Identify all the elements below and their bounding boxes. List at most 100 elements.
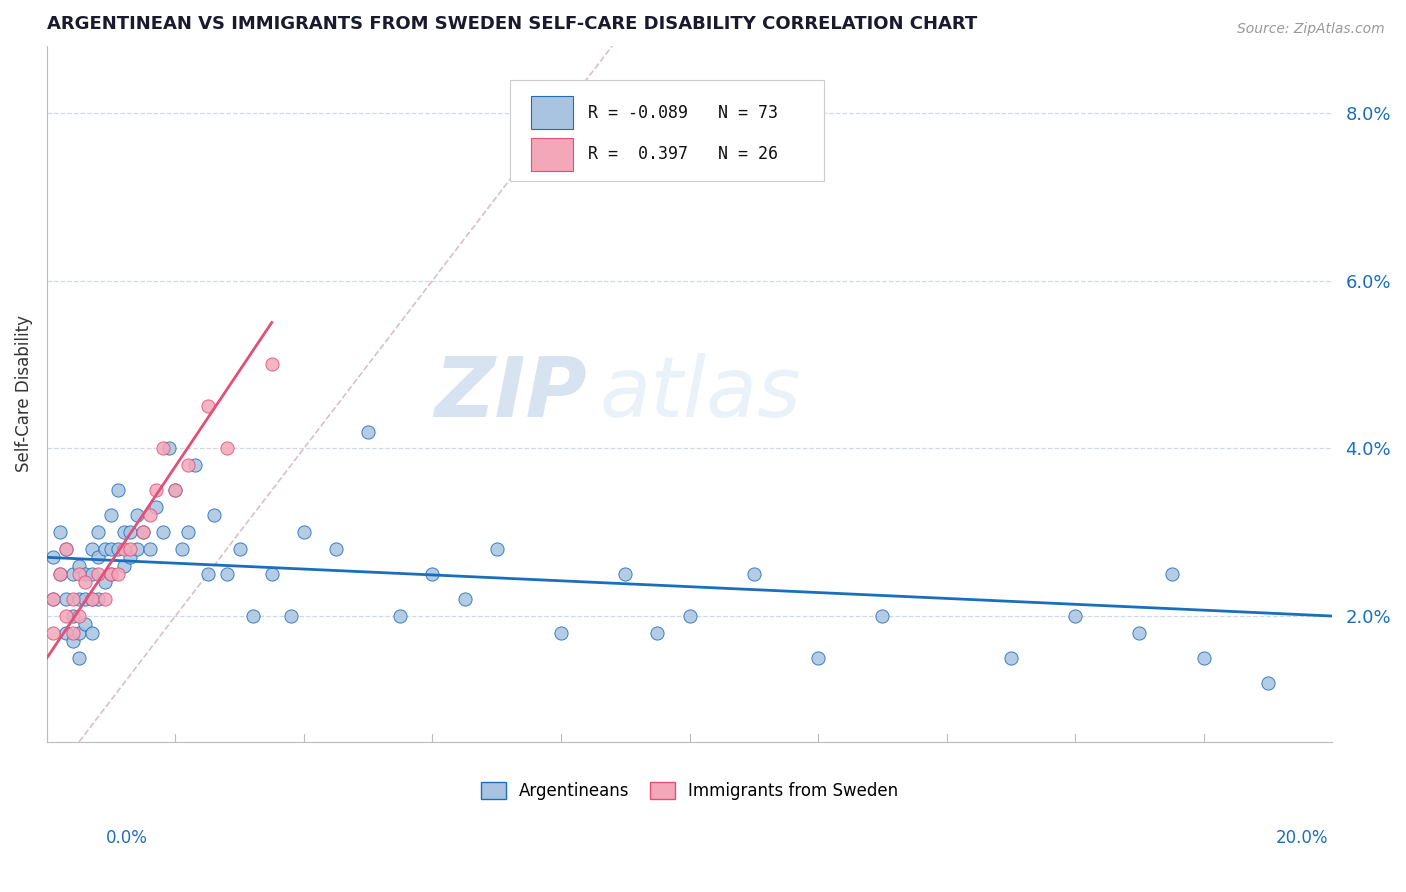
Point: [55, 541, 77, 556]
Point: [67, 558, 90, 573]
Point: [177, 525, 200, 540]
Point: [80, 567, 103, 582]
Point: [357, 425, 380, 439]
Point: [215, 442, 238, 456]
Point: [67, 609, 90, 624]
Point: [125, 508, 148, 523]
Y-axis label: Self-Care Disability: Self-Care Disability: [15, 315, 32, 472]
Point: [112, 525, 135, 540]
Point: [228, 541, 250, 556]
Point: [1160, 567, 1182, 582]
Point: [42, 592, 65, 607]
Point: [292, 525, 315, 540]
Text: atlas: atlas: [599, 353, 801, 434]
Point: [165, 483, 187, 498]
Point: [100, 541, 122, 556]
Point: [87, 567, 110, 582]
Point: [120, 541, 142, 556]
Point: [1000, 651, 1022, 665]
Point: [112, 541, 135, 556]
FancyBboxPatch shape: [531, 95, 572, 129]
Point: [87, 592, 110, 607]
Point: [550, 625, 572, 640]
FancyBboxPatch shape: [509, 80, 824, 181]
Point: [93, 575, 115, 590]
Point: [100, 567, 122, 582]
Point: [453, 592, 475, 607]
Point: [389, 609, 412, 624]
Point: [48, 567, 70, 582]
Point: [62, 625, 84, 640]
Text: R =  0.397   N = 26: R = 0.397 N = 26: [588, 145, 778, 163]
Point: [42, 550, 65, 565]
Point: [80, 592, 103, 607]
Point: [1192, 651, 1215, 665]
Point: [132, 525, 155, 540]
Point: [1064, 609, 1087, 624]
Point: [215, 567, 238, 582]
Point: [62, 609, 84, 624]
Point: [55, 592, 77, 607]
Point: [242, 609, 264, 624]
Point: [325, 541, 347, 556]
Point: [260, 567, 283, 582]
Text: Source: ZipAtlas.com: Source: ZipAtlas.com: [1237, 22, 1385, 37]
Point: [75, 567, 97, 582]
Point: [202, 508, 225, 523]
Point: [132, 525, 155, 540]
Point: [75, 575, 97, 590]
Point: [1128, 625, 1150, 640]
Point: [75, 617, 97, 632]
Text: 20.0%: 20.0%: [1277, 829, 1329, 847]
Point: [145, 483, 167, 498]
Point: [80, 625, 103, 640]
Point: [170, 541, 193, 556]
Point: [120, 550, 142, 565]
Point: [62, 567, 84, 582]
Point: [62, 634, 84, 648]
Point: [55, 541, 77, 556]
Text: ARGENTINEAN VS IMMIGRANTS FROM SWEDEN SELF-CARE DISABILITY CORRELATION CHART: ARGENTINEAN VS IMMIGRANTS FROM SWEDEN SE…: [46, 15, 977, 33]
Point: [100, 567, 122, 582]
FancyBboxPatch shape: [531, 137, 572, 171]
Point: [62, 592, 84, 607]
Point: [55, 625, 77, 640]
Point: [42, 625, 65, 640]
Text: ZIP: ZIP: [434, 353, 586, 434]
Point: [647, 625, 669, 640]
Point: [107, 483, 129, 498]
Point: [177, 458, 200, 472]
Point: [112, 558, 135, 573]
Point: [280, 609, 302, 624]
Point: [93, 541, 115, 556]
Point: [48, 567, 70, 582]
Text: 0.0%: 0.0%: [105, 829, 148, 847]
Point: [183, 458, 205, 472]
Point: [260, 358, 283, 372]
Point: [485, 541, 508, 556]
Point: [165, 483, 187, 498]
Point: [145, 500, 167, 514]
Point: [75, 592, 97, 607]
Point: [48, 525, 70, 540]
Point: [107, 567, 129, 582]
Point: [67, 651, 90, 665]
Point: [67, 567, 90, 582]
Point: [422, 567, 444, 582]
Legend: Argentineans, Immigrants from Sweden: Argentineans, Immigrants from Sweden: [474, 775, 905, 806]
Point: [42, 592, 65, 607]
Point: [138, 508, 160, 523]
Point: [87, 550, 110, 565]
Point: [120, 525, 142, 540]
Point: [197, 567, 219, 582]
Point: [1257, 676, 1279, 690]
Point: [67, 592, 90, 607]
Point: [80, 592, 103, 607]
Point: [138, 541, 160, 556]
Point: [100, 508, 122, 523]
Point: [807, 651, 830, 665]
Point: [125, 541, 148, 556]
Point: [80, 541, 103, 556]
Point: [872, 609, 894, 624]
Point: [107, 541, 129, 556]
